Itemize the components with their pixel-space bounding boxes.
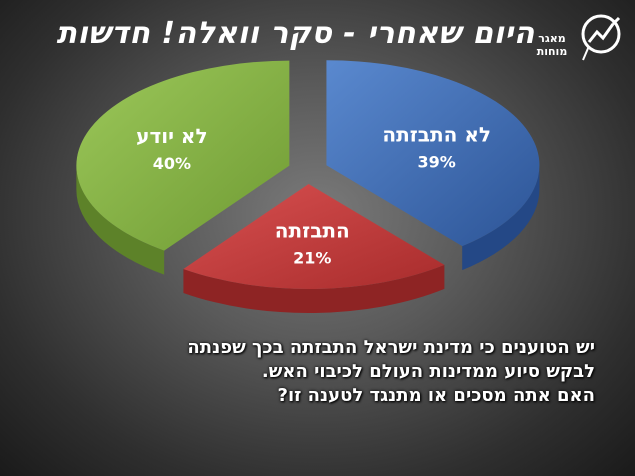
- pie-slice-side: [76, 165, 165, 275]
- question-line-1: יש הטוענים כי מדינת ישראל התבזתה בכך שפנ…: [187, 337, 595, 358]
- pie-slice-side: [183, 264, 445, 313]
- slice-value-label: 21%: [293, 249, 331, 268]
- slice-label: לא יודע: [136, 124, 207, 148]
- pie-slice-side: [462, 165, 540, 271]
- pie-slice: [76, 60, 290, 251]
- question-line-2: לבקש סיוע ממדינות העולם לכיבוי האש.: [261, 361, 595, 382]
- logo: מאגר מוחות: [537, 12, 625, 64]
- pie-slice: [183, 183, 445, 289]
- brain-graph-icon: [581, 14, 621, 61]
- slice-label: התבזתה: [275, 219, 350, 243]
- logo-text: מאגר מוחות: [536, 32, 568, 58]
- page-title: היום שאחרי - סקר וואלה! חדשות: [56, 16, 535, 51]
- slice-value-label: 39%: [418, 153, 456, 172]
- survey-question: יש הטוענים כי מדינת ישראל התבזתה בכך שפנ…: [40, 336, 595, 408]
- slice-value-label: 40%: [153, 154, 191, 173]
- slice-label: לא התבזתה: [382, 123, 491, 147]
- question-line-3: האם אתה מסכים או מתנגד לטענה זו?: [277, 385, 596, 406]
- pie-slice: [326, 60, 540, 247]
